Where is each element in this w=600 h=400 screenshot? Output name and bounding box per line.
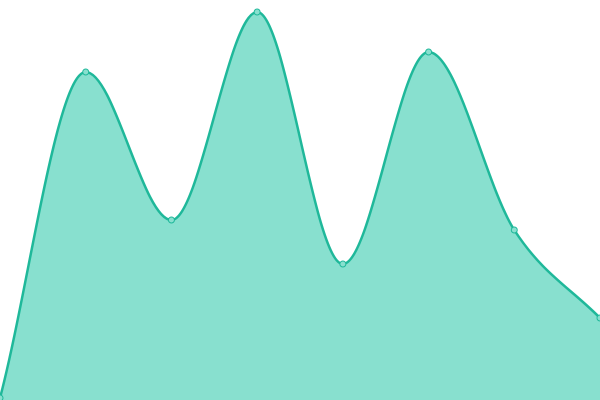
area-fill	[0, 12, 600, 400]
data-point	[339, 260, 347, 268]
data-point	[253, 8, 261, 16]
data-point	[596, 314, 600, 322]
data-point	[0, 394, 4, 400]
data-point	[510, 226, 518, 234]
data-point	[167, 216, 175, 224]
data-point	[82, 68, 90, 76]
data-point	[425, 48, 433, 56]
